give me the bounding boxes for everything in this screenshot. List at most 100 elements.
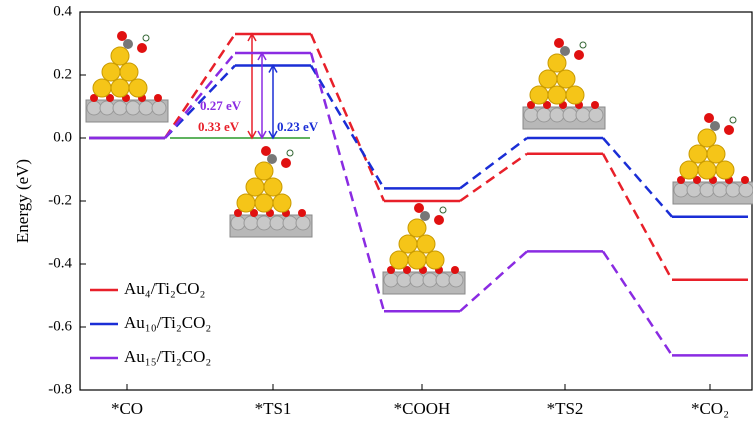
au-atom	[93, 79, 111, 97]
y-tick-label: 0.2	[53, 66, 72, 82]
h-atom	[580, 42, 586, 48]
connector	[460, 154, 527, 201]
o-atom	[741, 176, 749, 184]
au-atom	[539, 70, 557, 88]
au-atom	[237, 194, 255, 212]
ti-atom	[113, 101, 127, 115]
y-axis-label: Energy (eV)	[13, 159, 32, 243]
au-atom	[548, 54, 566, 72]
x-tick-label: *CO₂	[691, 399, 729, 418]
o-atom	[261, 146, 271, 156]
y-tick-label: -0.4	[48, 255, 72, 271]
y-tick-label: -0.2	[48, 192, 72, 208]
o-atom	[137, 43, 147, 53]
connector	[603, 251, 672, 355]
c-atom	[560, 46, 570, 56]
o-atom	[117, 31, 127, 41]
ti-atom	[244, 216, 258, 230]
value-label: 0.33 eV	[198, 119, 240, 134]
au-atom	[548, 86, 566, 104]
au-atom	[120, 63, 138, 81]
x-tick-label: *TS1	[255, 399, 292, 418]
o-atom	[298, 209, 306, 217]
o-atom	[451, 266, 459, 274]
h-atom	[440, 207, 446, 213]
connector	[311, 66, 384, 189]
ti-atom	[576, 108, 590, 122]
o-atom	[154, 94, 162, 102]
connector	[603, 138, 672, 217]
h-atom	[287, 150, 293, 156]
ti-atom	[231, 216, 245, 230]
y-tick-label: -0.6	[48, 318, 72, 334]
au-atom	[255, 162, 273, 180]
au-atom	[255, 194, 273, 212]
au-atom	[566, 86, 584, 104]
au-atom	[102, 63, 120, 81]
au-atom	[689, 145, 707, 163]
ti-atom	[87, 101, 101, 115]
ti-atom	[739, 183, 753, 197]
o-atom	[281, 158, 291, 168]
au-atom	[408, 251, 426, 269]
ti-atom	[270, 216, 284, 230]
au-atom	[264, 178, 282, 196]
value-label: 0.23 eV	[277, 119, 319, 134]
ti-atom	[537, 108, 551, 122]
ti-atom	[139, 101, 153, 115]
x-tick-label: *COOH	[394, 399, 451, 418]
au-atom	[273, 194, 291, 212]
ti-atom	[257, 216, 271, 230]
legend-label: Au₄/Ti₂CO₂	[124, 279, 205, 298]
ti-atom	[100, 101, 114, 115]
ti-atom	[423, 273, 437, 287]
ti-atom	[449, 273, 463, 287]
ti-atom	[283, 216, 297, 230]
ti-atom	[726, 183, 740, 197]
o-atom	[591, 101, 599, 109]
au-atom	[246, 178, 264, 196]
y-tick-label: 0.4	[53, 3, 72, 19]
au-atom	[698, 161, 716, 179]
legend-label: Au₁₀/Ti₂CO₂	[124, 313, 211, 332]
connector	[460, 138, 527, 188]
ti-atom	[674, 183, 688, 197]
ti-atom	[589, 108, 603, 122]
value-label: 0.27 eV	[200, 98, 242, 113]
c-atom	[267, 154, 277, 164]
ti-atom	[152, 101, 166, 115]
ti-atom	[687, 183, 701, 197]
o-atom	[414, 203, 424, 213]
y-tick-label: 0.0	[53, 129, 72, 145]
ti-atom	[550, 108, 564, 122]
au-atom	[680, 161, 698, 179]
o-atom	[724, 125, 734, 135]
au-atom	[390, 251, 408, 269]
connector	[603, 154, 672, 280]
au-atom	[129, 79, 147, 97]
ti-atom	[563, 108, 577, 122]
au-atom	[111, 79, 129, 97]
au-atom	[698, 129, 716, 147]
au-atom	[707, 145, 725, 163]
connector	[460, 251, 527, 311]
au-atom	[111, 47, 129, 65]
ti-atom	[126, 101, 140, 115]
au-atom	[417, 235, 435, 253]
ti-atom	[436, 273, 450, 287]
ti-atom	[524, 108, 538, 122]
au-atom	[426, 251, 444, 269]
connector	[311, 34, 384, 201]
o-atom	[554, 38, 564, 48]
connector	[311, 53, 384, 311]
ti-atom	[384, 273, 398, 287]
ti-atom	[410, 273, 424, 287]
h-atom	[730, 117, 736, 123]
chart: Energy (eV) 0.40.20.0-0.2-0.4-0.6-0.8*CO…	[0, 0, 753, 428]
ti-atom	[397, 273, 411, 287]
h-atom	[143, 35, 149, 41]
legend-label: Au₁₅/Ti₂CO₂	[124, 347, 211, 366]
ti-atom	[296, 216, 310, 230]
au-atom	[399, 235, 417, 253]
c-atom	[710, 121, 720, 131]
